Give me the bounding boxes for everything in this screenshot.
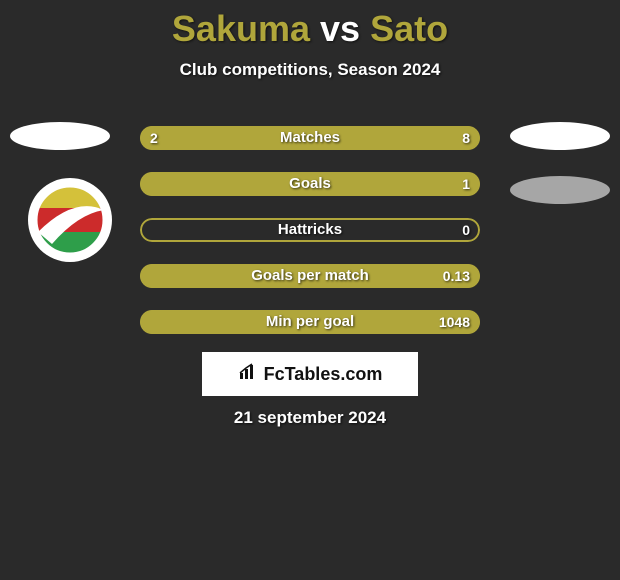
player2-badge-ellipse [510,122,610,150]
club-badge-icon [34,184,106,256]
player2-badge-ellipse-2 [510,176,610,204]
stat-bar-row: Goals per match0.13 [140,264,480,288]
stat-bar-row: Min per goal1048 [140,310,480,334]
stat-bar-row: Hattricks0 [140,218,480,242]
comparison-title: Sakuma vs Sato [0,0,620,50]
source-logo-text: FcTables.com [264,364,383,385]
player1-name: Sakuma [172,8,310,49]
source-logo: FcTables.com [202,352,418,396]
date-text: 21 september 2024 [0,408,620,428]
bar-chart-icon [238,363,258,386]
player1-badge-ellipse [10,122,110,150]
stat-bar-row: Goals1 [140,172,480,196]
bar-value-right: 0.13 [443,264,470,288]
club-badge [28,178,112,262]
bar-label: Hattricks [140,218,480,242]
bar-value-right: 1048 [439,310,470,334]
bar-value-right: 1 [462,172,470,196]
bar-label: Goals per match [140,264,480,288]
stat-bar-row: Matches2 8 [140,126,480,150]
bar-label: Goals [140,172,480,196]
bar-label: Min per goal [140,310,480,334]
bar-value-right: 8 [462,126,470,150]
stat-bars-container: Matches2 8 Goals1 Hattricks0 Goals per match… [140,126,480,356]
player2-name: Sato [370,8,448,49]
subtitle-text: Club competitions, Season 2024 [0,60,620,80]
bar-value-left: 2 [150,126,158,150]
bar-value-right: 0 [462,218,470,242]
bar-label: Matches [140,126,480,150]
vs-text: vs [320,8,360,49]
